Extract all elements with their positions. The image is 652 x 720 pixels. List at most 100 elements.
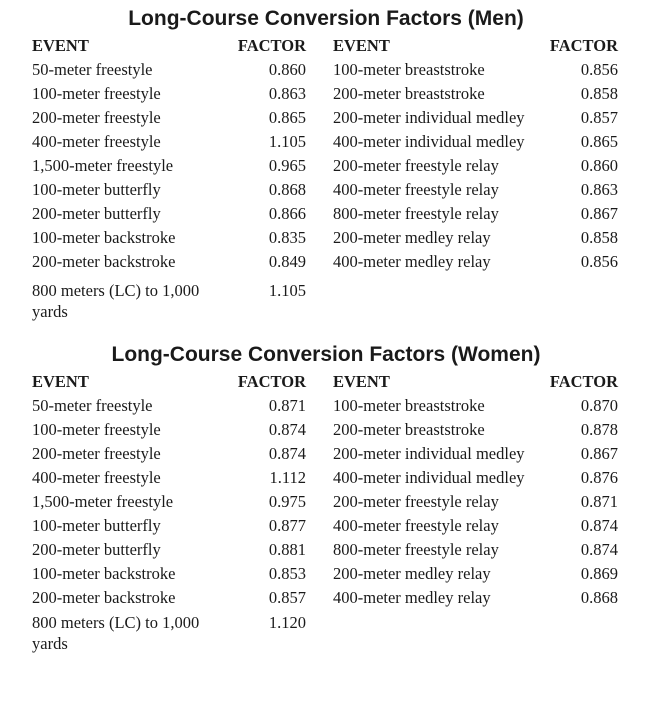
- event-name: 200-meter medley relay: [333, 228, 491, 247]
- men-header-factor-right: FACTOR: [549, 36, 618, 55]
- event-name: 200-meter freestyle relay: [333, 492, 499, 511]
- factor-value: 0.856: [580, 252, 618, 271]
- men-header-factor-left: FACTOR: [237, 36, 306, 55]
- factor-value: 1.112: [269, 468, 306, 487]
- event-name: 200-meter freestyle: [32, 108, 161, 127]
- event-name: 1,500-meter freestyle: [32, 156, 174, 175]
- factor-value: 0.863: [268, 84, 306, 103]
- event-name: 400-meter freestyle relay: [333, 516, 499, 535]
- table-row: 200-meter freestyle 0.865 200-meter indi…: [0, 106, 652, 130]
- factor-value: 0.865: [580, 132, 618, 151]
- factor-value: 0.853: [268, 564, 306, 583]
- factor-value: 0.870: [580, 396, 618, 415]
- factor-value: 0.876: [580, 468, 618, 487]
- men-title: Long-Course Conversion Factors (Men): [128, 7, 524, 30]
- event-name: 800 meters (LC) to 1,000 yards: [32, 281, 200, 321]
- women-header-event-left: EVENT: [32, 372, 89, 391]
- factor-value: 0.835: [268, 228, 306, 247]
- table-row: 800 meters (LC) to 1,000 yards 1.120: [0, 610, 652, 656]
- event-name: 100-meter freestyle: [32, 84, 161, 103]
- event-name: 400-meter individual medley: [333, 468, 525, 487]
- event-name: 800 meters (LC) to 1,000 yards: [32, 613, 200, 653]
- factor-value: 0.965: [268, 156, 306, 175]
- factor-value: 1.120: [268, 613, 306, 632]
- table-row: 100-meter backstroke 0.835 200-meter med…: [0, 226, 652, 250]
- factor-value: 0.877: [268, 516, 306, 535]
- factor-value: 0.860: [268, 60, 306, 79]
- women-header-event-right: EVENT: [333, 372, 390, 391]
- factor-value: 0.866: [268, 204, 306, 223]
- table-row: 100-meter butterfly 0.877 400-meter free…: [0, 514, 652, 538]
- factor-value: 0.858: [580, 84, 618, 103]
- event-name: 100-meter breaststroke: [333, 60, 485, 79]
- event-name: 200-meter individual medley: [333, 108, 525, 127]
- event-name: 200-meter butterfly: [32, 540, 161, 559]
- event-name: 400-meter freestyle: [32, 132, 161, 151]
- event-name: 50-meter freestyle: [32, 60, 153, 79]
- factor-value: 0.858: [580, 228, 618, 247]
- event-name: 50-meter freestyle: [32, 396, 153, 415]
- event-name: 100-meter breaststroke: [333, 396, 485, 415]
- women-header-row: EVENT FACTOR EVENT FACTOR: [0, 370, 652, 394]
- table-row: 1,500-meter freestyle 0.965 200-meter fr…: [0, 154, 652, 178]
- women-header-factor-right: FACTOR: [549, 372, 618, 391]
- factor-value: 0.881: [268, 540, 306, 559]
- event-name: 200-meter butterfly: [32, 204, 161, 223]
- event-name: 100-meter butterfly: [32, 180, 161, 199]
- factor-value: 0.869: [580, 564, 618, 583]
- factor-value: 1.105: [268, 281, 306, 300]
- factor-value: 0.857: [580, 108, 618, 127]
- event-name: 400-meter freestyle relay: [333, 180, 499, 199]
- table-row: 50-meter freestyle 0.860 100-meter breas…: [0, 58, 652, 82]
- event-name: 100-meter backstroke: [32, 564, 176, 583]
- factor-value: 1.105: [268, 132, 306, 151]
- table-row: 400-meter freestyle 1.112 400-meter indi…: [0, 466, 652, 490]
- factor-value: 0.871: [268, 396, 306, 415]
- factor-value: 0.874: [268, 420, 306, 439]
- factor-value: 0.860: [580, 156, 618, 175]
- table-row: 100-meter backstroke 0.853 200-meter med…: [0, 562, 652, 586]
- table-row: 200-meter butterfly 0.866 800-meter free…: [0, 202, 652, 226]
- table-row: 200-meter backstroke 0.857 400-meter med…: [0, 586, 652, 610]
- factor-value: 0.878: [580, 420, 618, 439]
- event-name: 200-meter breaststroke: [333, 420, 485, 439]
- event-name: 100-meter freestyle: [32, 420, 161, 439]
- factor-value: 0.865: [268, 108, 306, 127]
- table-row: 200-meter backstroke 0.849 400-meter med…: [0, 250, 652, 274]
- factor-value: 0.849: [268, 252, 306, 271]
- table-row: 200-meter butterfly 0.881 800-meter free…: [0, 538, 652, 562]
- event-name: 400-meter medley relay: [333, 252, 491, 271]
- table-row: 50-meter freestyle 0.871 100-meter breas…: [0, 394, 652, 418]
- event-name: 200-meter backstroke: [32, 588, 176, 607]
- women-section: Long-Course Conversion Factors (Women) E…: [0, 340, 652, 656]
- men-section: Long-Course Conversion Factors (Men) EVE…: [0, 4, 652, 324]
- event-name: 200-meter medley relay: [333, 564, 491, 583]
- event-name: 100-meter butterfly: [32, 516, 161, 535]
- factor-value: 0.871: [580, 492, 618, 511]
- factor-value: 0.857: [268, 588, 306, 607]
- event-name: 100-meter backstroke: [32, 228, 176, 247]
- table-row: 100-meter butterfly 0.868 400-meter free…: [0, 178, 652, 202]
- table-row: 1,500-meter freestyle 0.975 200-meter fr…: [0, 490, 652, 514]
- table-row: 100-meter freestyle 0.863 200-meter brea…: [0, 82, 652, 106]
- table-row: 800 meters (LC) to 1,000 yards 1.105: [0, 278, 652, 324]
- factor-value: 0.863: [580, 180, 618, 199]
- women-table: EVENT FACTOR EVENT FACTOR 50-meter frees…: [0, 370, 652, 656]
- factor-value: 0.874: [268, 444, 306, 463]
- event-name: 200-meter backstroke: [32, 252, 176, 271]
- factor-value: 0.867: [580, 444, 618, 463]
- factor-value: 0.975: [268, 492, 306, 511]
- event-name: 400-meter individual medley: [333, 132, 525, 151]
- factor-value: 0.874: [580, 516, 618, 535]
- event-name: 800-meter freestyle relay: [333, 540, 499, 559]
- factor-value: 0.868: [268, 180, 306, 199]
- men-header-event-right: EVENT: [333, 36, 390, 55]
- event-name: 1,500-meter freestyle: [32, 492, 174, 511]
- women-title: Long-Course Conversion Factors (Women): [111, 343, 541, 366]
- factor-value: 0.874: [580, 540, 618, 559]
- factor-value: 0.868: [580, 588, 618, 607]
- event-name: 200-meter individual medley: [333, 444, 525, 463]
- men-header-row: EVENT FACTOR EVENT FACTOR: [0, 34, 652, 58]
- table-row: 100-meter freestyle 0.874 200-meter brea…: [0, 418, 652, 442]
- event-name: 400-meter freestyle: [32, 468, 161, 487]
